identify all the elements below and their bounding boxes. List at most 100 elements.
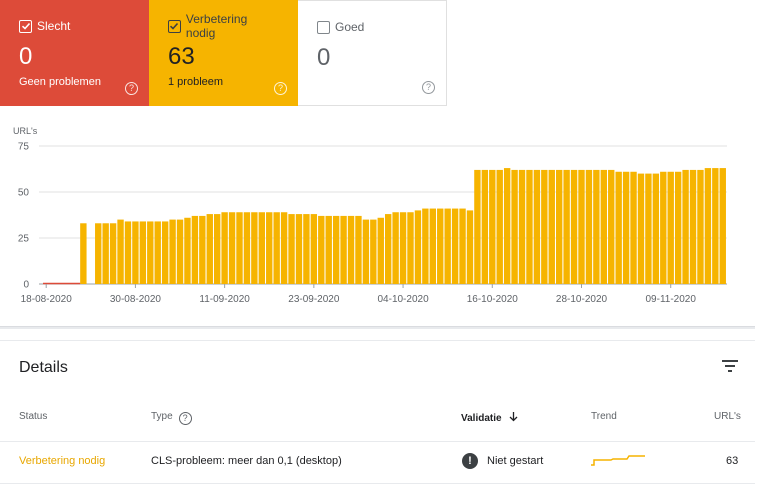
bar[interactable] (578, 169, 585, 284)
bar[interactable] (563, 169, 570, 284)
bar[interactable] (481, 169, 489, 284)
bar[interactable] (719, 168, 726, 284)
bar[interactable] (258, 212, 265, 284)
bar[interactable] (496, 169, 503, 284)
checkbox-checked-icon[interactable] (19, 19, 32, 33)
bar[interactable] (712, 168, 719, 284)
bar[interactable] (161, 221, 169, 284)
bar[interactable] (169, 219, 176, 284)
bar[interactable] (422, 208, 429, 284)
bar[interactable] (697, 169, 704, 284)
bar[interactable] (117, 219, 124, 284)
bar[interactable] (556, 169, 563, 284)
bar[interactable] (147, 221, 154, 284)
bar[interactable] (667, 171, 674, 284)
bar[interactable] (622, 171, 630, 284)
bar[interactable] (660, 171, 667, 284)
checkbox-checked-icon[interactable] (168, 19, 181, 33)
bar[interactable] (221, 212, 228, 284)
bar[interactable] (206, 214, 213, 284)
bar[interactable] (318, 215, 325, 284)
bar[interactable] (243, 212, 251, 284)
bar[interactable] (347, 215, 355, 284)
bar[interactable] (355, 215, 362, 284)
bar[interactable] (176, 219, 184, 284)
bar[interactable] (325, 215, 332, 284)
bar[interactable] (139, 221, 147, 284)
bar[interactable] (95, 223, 102, 284)
bar[interactable] (310, 214, 318, 284)
bar[interactable] (511, 169, 518, 284)
bar[interactable] (340, 215, 347, 284)
bar[interactable] (548, 169, 555, 284)
bar[interactable] (109, 223, 117, 284)
bar[interactable] (674, 171, 682, 284)
bar[interactable] (154, 221, 161, 284)
bar[interactable] (518, 169, 526, 284)
bar[interactable] (704, 168, 712, 284)
bar[interactable] (459, 208, 466, 284)
column-header-validation[interactable]: Validatie (461, 411, 518, 424)
bar[interactable] (392, 212, 399, 284)
bar[interactable] (600, 169, 607, 284)
bar[interactable] (429, 208, 436, 284)
bar[interactable] (585, 169, 593, 284)
bar[interactable] (407, 212, 414, 284)
bar[interactable] (295, 214, 303, 284)
bar[interactable] (437, 208, 444, 284)
bar[interactable] (689, 169, 697, 284)
help-icon[interactable]: ? (125, 82, 138, 95)
card-bad[interactable]: Slecht 0 Geen problemen ? (0, 0, 149, 106)
bar[interactable] (608, 169, 615, 284)
bar[interactable] (377, 217, 384, 284)
bar[interactable] (466, 210, 474, 284)
bar[interactable] (191, 215, 199, 284)
filter-icon[interactable] (722, 359, 738, 373)
column-header-type[interactable]: Type? (151, 411, 192, 425)
bar[interactable] (303, 214, 310, 284)
bar[interactable] (266, 212, 273, 284)
bar[interactable] (214, 214, 221, 284)
bar[interactable] (645, 173, 652, 284)
bar[interactable] (451, 208, 459, 284)
card-improve[interactable]: Verbetering nodig 63 1 probleem ? (149, 0, 298, 106)
bar[interactable] (184, 217, 191, 284)
bar[interactable] (280, 212, 288, 284)
bar[interactable] (489, 169, 496, 284)
bar[interactable] (236, 212, 243, 284)
bar[interactable] (288, 214, 295, 284)
bar[interactable] (526, 169, 533, 284)
bar[interactable] (80, 223, 87, 284)
bar[interactable] (533, 169, 541, 284)
bar[interactable] (399, 212, 407, 284)
bar[interactable] (630, 171, 637, 284)
bar[interactable] (124, 221, 132, 284)
help-icon[interactable]: ? (178, 412, 192, 425)
bar[interactable] (444, 208, 451, 284)
bar[interactable] (541, 169, 548, 284)
bar[interactable] (652, 173, 660, 284)
bar[interactable] (637, 173, 645, 284)
bar[interactable] (199, 215, 206, 284)
bar[interactable] (570, 169, 578, 284)
bar[interactable] (332, 215, 340, 284)
card-good[interactable]: Goed 0 ? (298, 0, 447, 106)
bar[interactable] (615, 171, 622, 284)
bar[interactable] (228, 212, 236, 284)
bar[interactable] (102, 223, 109, 284)
bar[interactable] (132, 221, 139, 284)
table-row[interactable]: Verbetering nodig CLS-probleem: meer dan… (0, 442, 755, 482)
bar[interactable] (682, 169, 689, 284)
bar[interactable] (273, 212, 280, 284)
bar[interactable] (503, 168, 511, 284)
bar[interactable] (474, 169, 481, 284)
bar[interactable] (385, 214, 392, 284)
bar[interactable] (251, 212, 258, 284)
help-icon[interactable]: ? (274, 82, 287, 95)
bar[interactable] (362, 219, 370, 284)
column-header-status[interactable]: Status (19, 411, 48, 422)
bar[interactable] (370, 219, 377, 284)
sort-arrow-down-icon[interactable] (509, 412, 518, 422)
bar[interactable] (593, 169, 600, 284)
bar[interactable] (414, 210, 422, 284)
